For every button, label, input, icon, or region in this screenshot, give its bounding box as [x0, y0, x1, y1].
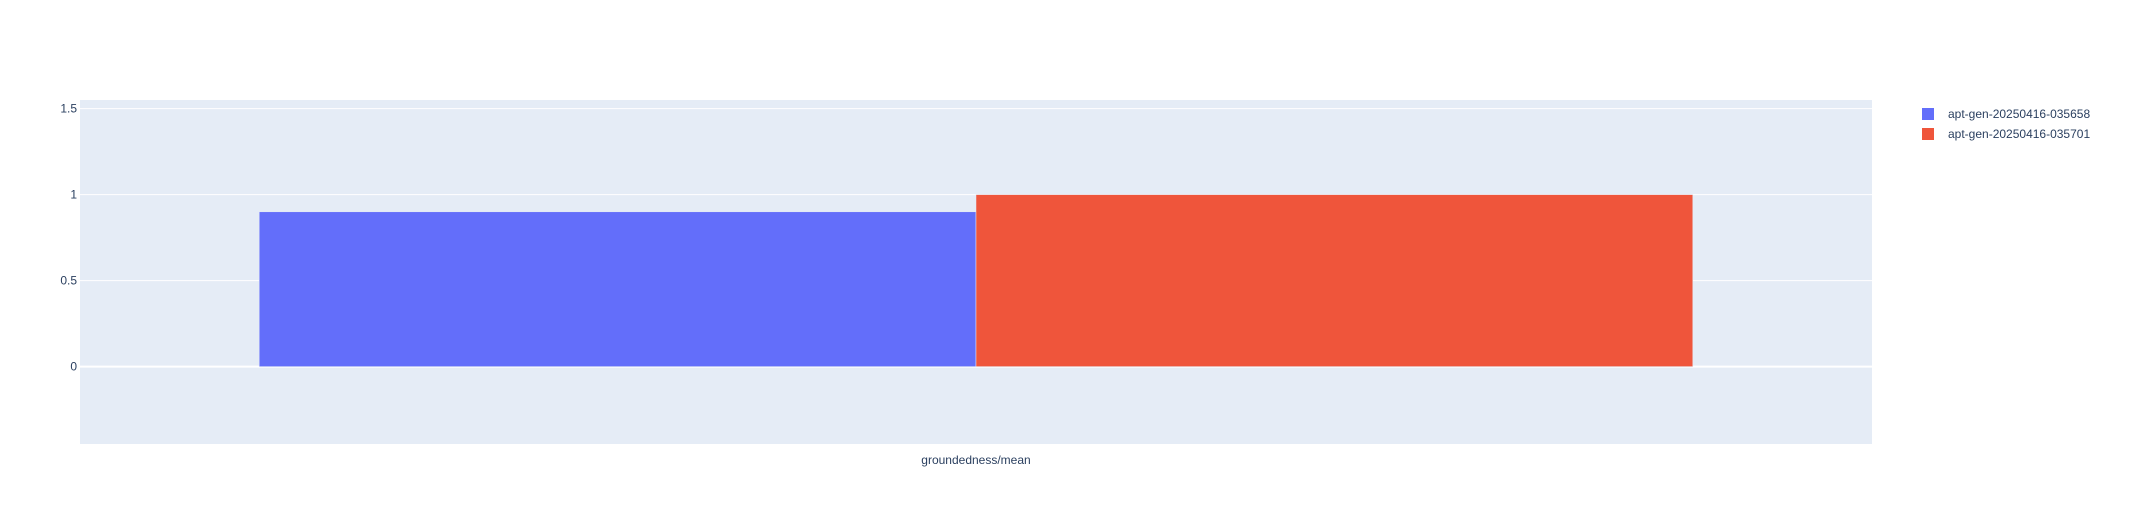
y-tick-label: 1.5: [60, 102, 77, 116]
x-axis-ticks: groundedness/mean: [921, 453, 1030, 467]
bar-apt-gen-20250416-035701[interactable]: [975, 194, 1694, 367]
x-tick-label: groundedness/mean: [921, 453, 1030, 467]
bar-apt-gen-20250416-035658[interactable]: [258, 211, 977, 367]
legend-swatch[interactable]: [1922, 108, 1934, 120]
bars: [258, 194, 1694, 367]
legend-label[interactable]: apt-gen-20250416-035658: [1948, 107, 2090, 121]
y-tick-label: 0.5: [60, 274, 77, 288]
legend: apt-gen-20250416-035658 apt-gen-20250416-…: [1922, 107, 2090, 141]
legend-swatch[interactable]: [1922, 128, 1934, 140]
y-axis-ticks: 0 0.5 1 1.5: [60, 102, 77, 374]
y-tick-label: 1: [70, 188, 77, 202]
y-tick-label: 0: [70, 360, 77, 374]
legend-label[interactable]: apt-gen-20250416-035701: [1948, 127, 2090, 141]
